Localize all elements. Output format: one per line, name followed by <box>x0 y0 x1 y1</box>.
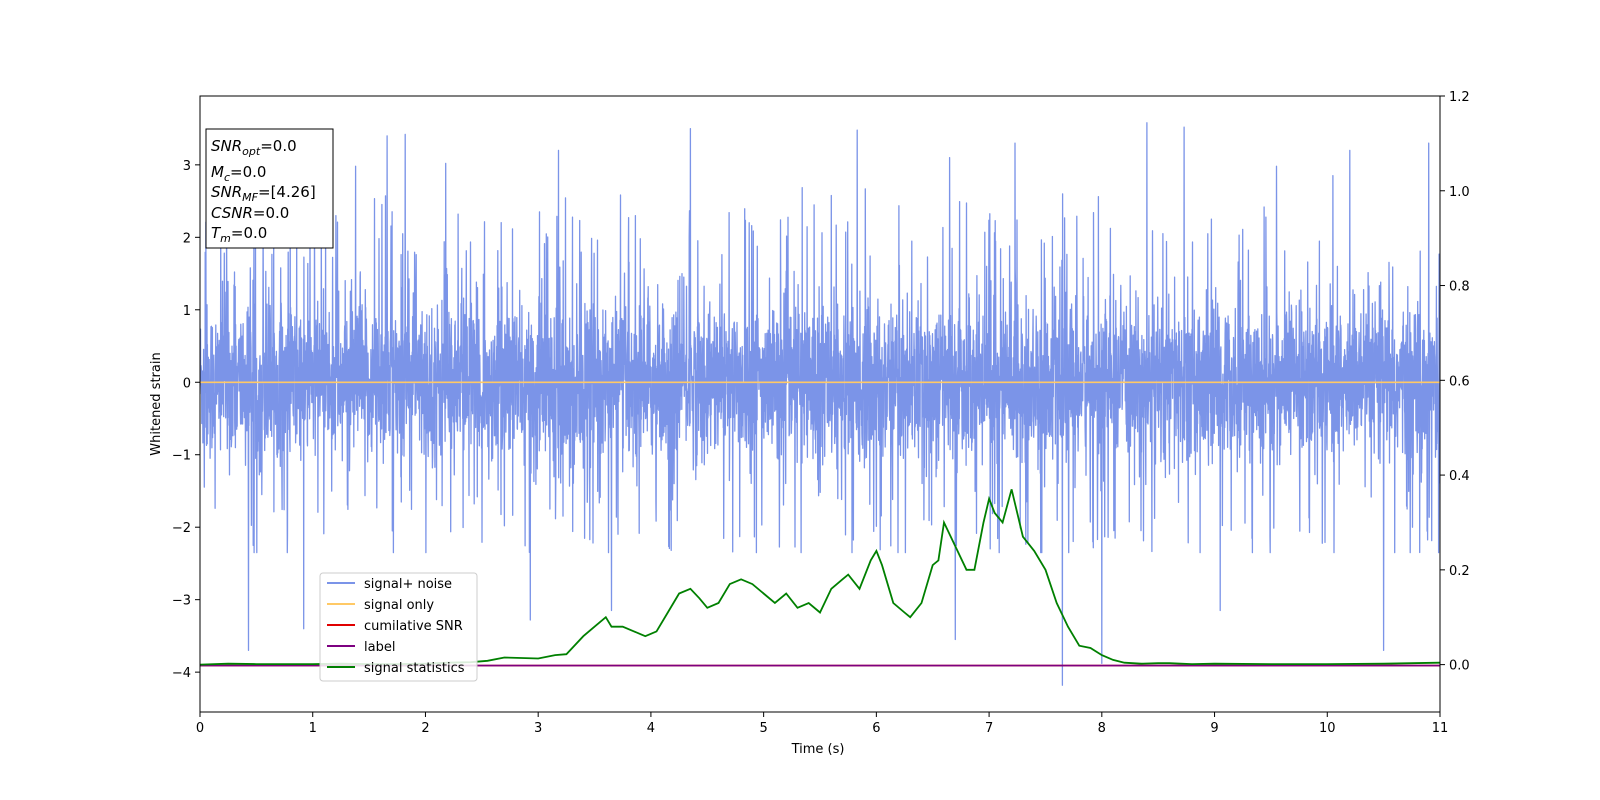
x-tick-label: 9 <box>1210 721 1218 736</box>
info-mc: Mc=0.0 <box>211 163 266 184</box>
x-tick-label: 11 <box>1432 721 1449 736</box>
series-signal-statistics <box>200 489 1440 666</box>
legend-label-signal-noise: signal+ noise <box>364 577 452 592</box>
y2-tick-label: 1.2 <box>1449 90 1470 105</box>
x-axis: 0 1 2 3 4 5 6 7 8 9 10 11 <box>196 712 1448 736</box>
legend: signal+ noise signal only cumilative SNR la… <box>319 572 478 682</box>
legend-frame <box>319 572 478 682</box>
y-axis-left: −4 −3 −2 −1 0 1 2 3 <box>172 159 200 681</box>
legend-label-signal-only: signal only <box>364 598 434 613</box>
info-snr-opt: SNRopt=0.0 <box>211 137 297 158</box>
y2-tick-label: 0.4 <box>1449 469 1470 484</box>
x-tick-label: 10 <box>1319 721 1336 736</box>
y-tick-label: 0 <box>183 376 191 391</box>
y-tick-label: 2 <box>183 231 191 246</box>
info-snr-mf: SNRMF=[4.26] <box>211 183 316 204</box>
info-csnr: CSNR=0.0 <box>211 204 289 222</box>
legend-label-cumilative-snr: cumilative SNR <box>364 619 463 634</box>
x-tick-label: 5 <box>759 721 767 736</box>
x-axis-label: Time (s) <box>791 742 845 757</box>
x-tick-label: 6 <box>872 721 880 736</box>
info-box: SNRopt=0.0 Mc=0.0 SNRMF=[4.26] CSNR=0.0 … <box>205 128 334 249</box>
y-axis-label: Whitened strain <box>149 352 164 455</box>
y-tick-label: −4 <box>172 666 191 681</box>
y-tick-label: 3 <box>183 159 191 174</box>
info-box-frame <box>205 128 334 249</box>
y2-tick-label: 0.8 <box>1449 280 1470 295</box>
x-tick-label: 7 <box>985 721 993 736</box>
y-tick-label: −3 <box>172 594 191 609</box>
y2-tick-label: 0.0 <box>1449 659 1470 674</box>
info-tm: Tm=0.0 <box>211 224 267 245</box>
x-tick-label: 3 <box>534 721 542 736</box>
y-axis-right: 0.0 0.2 0.4 0.6 0.8 1.0 1.2 <box>1440 90 1470 674</box>
y-tick-label: 1 <box>183 304 191 319</box>
x-tick-label: 1 <box>309 721 317 736</box>
y2-tick-label: 0.6 <box>1449 374 1470 389</box>
y2-tick-label: 1.0 <box>1449 185 1470 200</box>
x-tick-label: 4 <box>647 721 655 736</box>
x-tick-label: 8 <box>1098 721 1106 736</box>
legend-label-signal-statistics: signal statistics <box>364 661 465 676</box>
plot-frame <box>199 95 1441 713</box>
x-tick-label: 2 <box>421 721 429 736</box>
x-tick-label: 0 <box>196 721 204 736</box>
y-tick-label: −1 <box>172 449 191 464</box>
y2-tick-label: 0.2 <box>1449 564 1470 579</box>
y-tick-label: −2 <box>172 521 191 536</box>
legend-label-label: label <box>364 640 395 655</box>
